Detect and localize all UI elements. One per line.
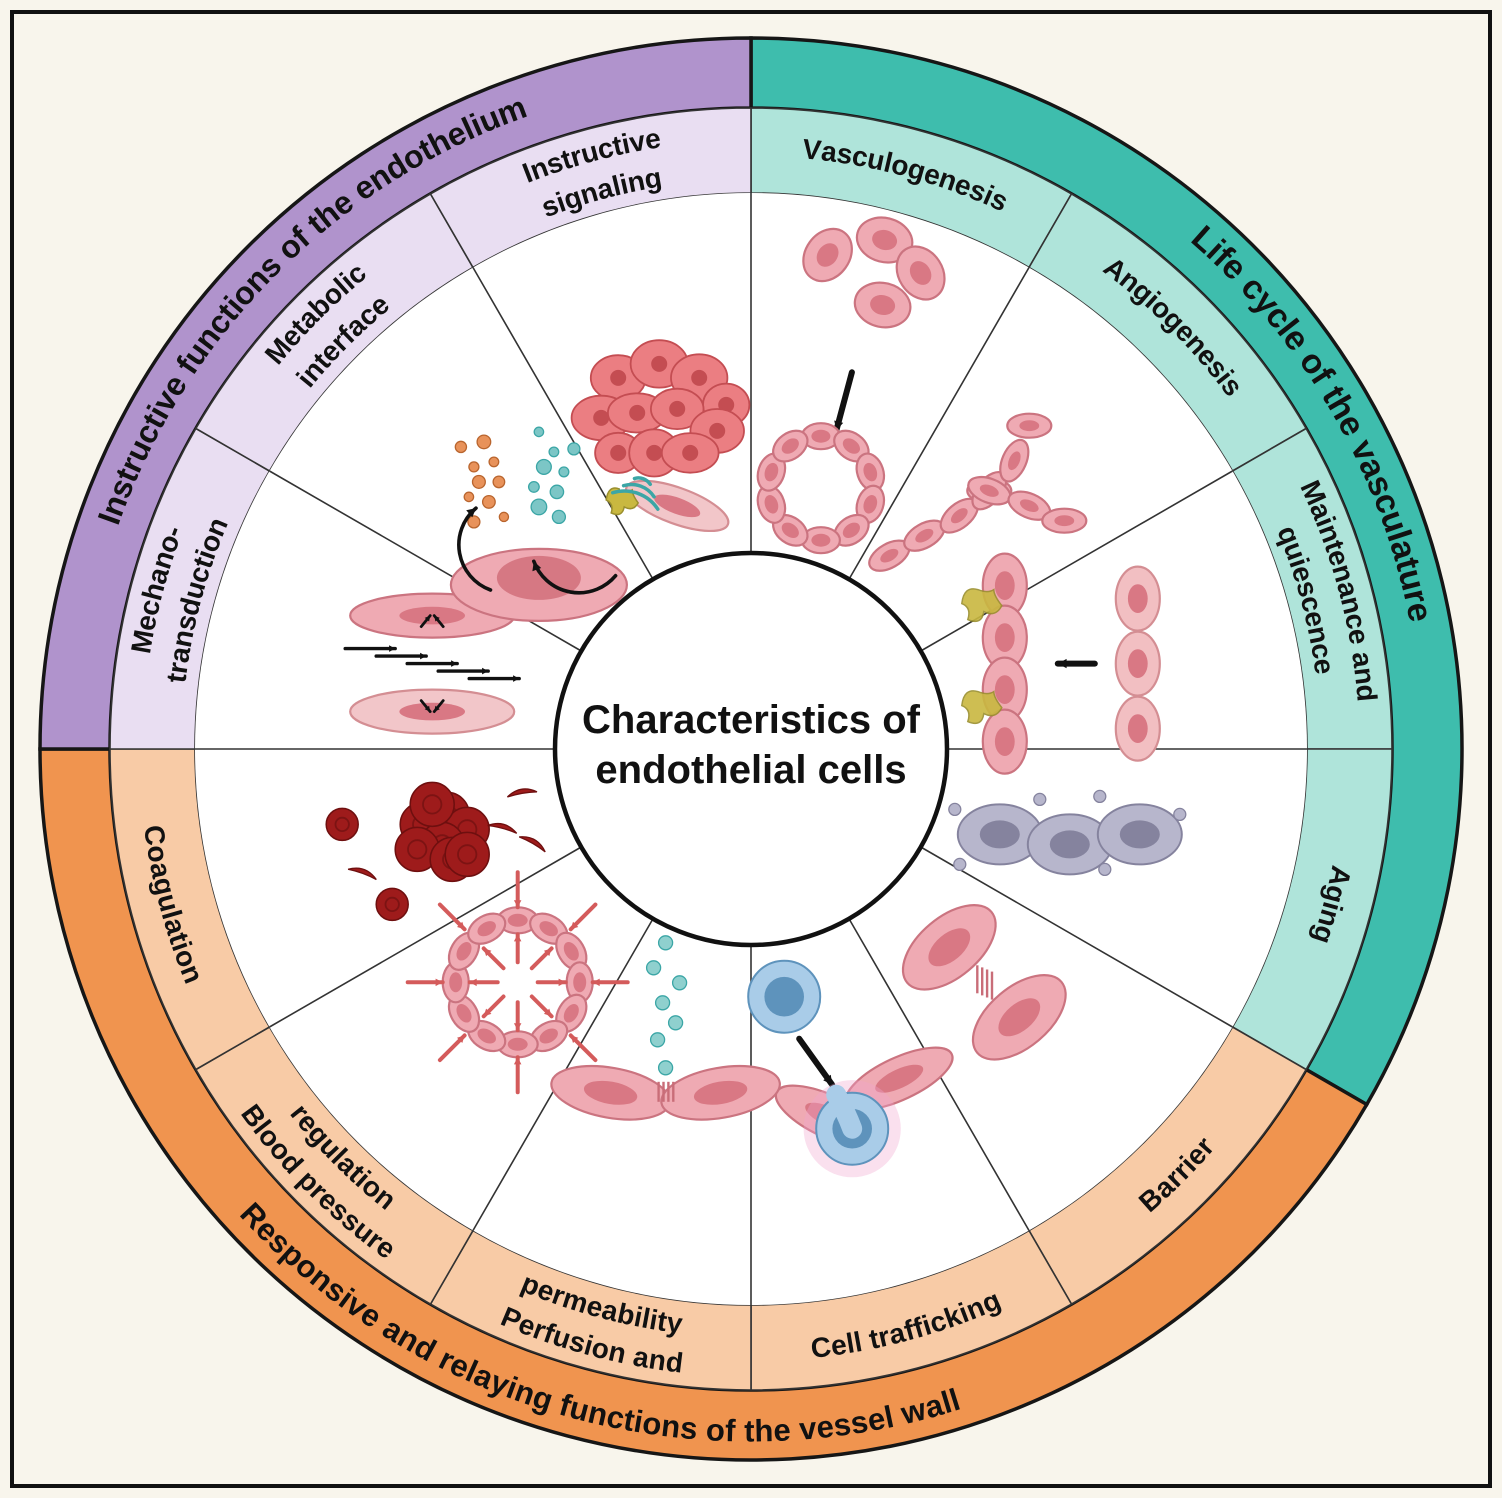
svg-text:endothelial cells: endothelial cells — [595, 748, 906, 792]
svg-text:s: s — [679, 1410, 699, 1446]
svg-text:d: d — [1350, 683, 1382, 703]
svg-text:e: e — [773, 1412, 792, 1448]
svg-text:h: h — [754, 1413, 774, 1448]
svg-text:t: t — [744, 1413, 754, 1448]
svg-text:C: C — [809, 1331, 833, 1364]
svg-text:Characteristics of: Characteristics of — [582, 698, 921, 742]
svg-text:o: o — [705, 1412, 726, 1448]
svg-text:f: f — [725, 1413, 737, 1448]
